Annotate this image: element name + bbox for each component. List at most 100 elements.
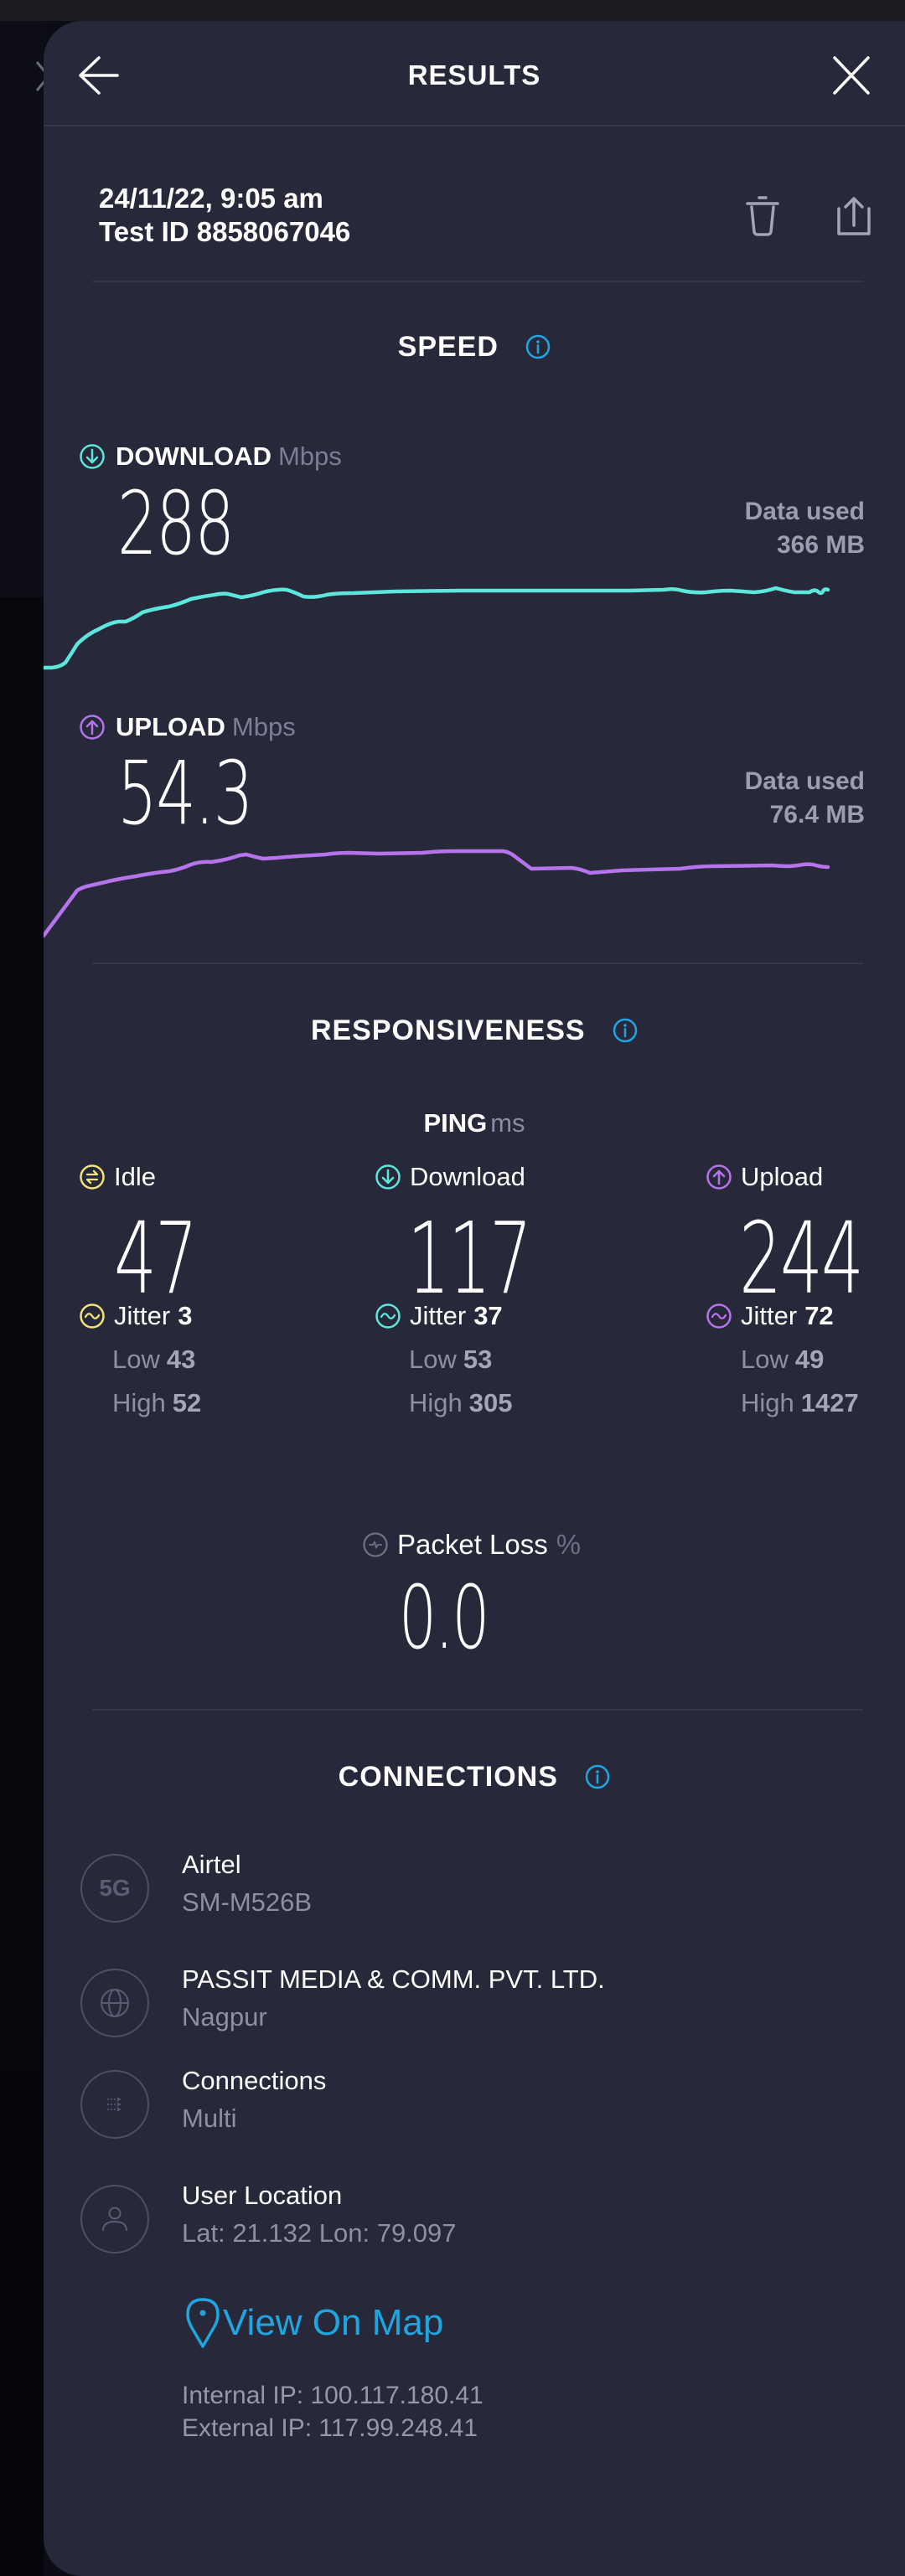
upload-high: High 1427 (741, 1388, 859, 1418)
upload-label-text: UPLOAD (116, 712, 225, 741)
idle-label: Idle (79, 1162, 156, 1192)
internal-ip: Internal IP: 100.117.180.41 (182, 2382, 484, 2409)
test-datetime: 24/11/22, 9:05 am (99, 183, 323, 214)
globe-icon (101, 1989, 129, 2017)
packet-loss-icon (363, 1532, 388, 1557)
ping-unit: ms (490, 1108, 525, 1138)
download-high: High 305 (409, 1388, 513, 1418)
high-label: High (112, 1388, 166, 1417)
download-speed-graph (44, 586, 830, 670)
connections-section-title: CONNECTIONS (44, 1759, 905, 1794)
idle-jitter-value: 3 (178, 1301, 193, 1330)
high-label: High (741, 1388, 794, 1417)
upload-data-used-label: Data used (744, 767, 865, 795)
view-on-map-link[interactable]: View On Map (186, 2296, 443, 2350)
multi-connection-icon-wrapper (80, 2070, 149, 2139)
idle-label-text: Idle (114, 1162, 156, 1191)
share-icon[interactable] (834, 194, 874, 237)
download-low-value: 53 (463, 1345, 493, 1374)
low-label: Low (409, 1345, 457, 1374)
packet-loss-label-text: Packet Loss (397, 1529, 548, 1560)
upload-speed-graph (44, 849, 830, 938)
download-unit: Mbps (277, 441, 342, 471)
isp-name: PASSIT MEDIA & COMM. PVT. LTD. (182, 1964, 605, 1994)
upload-label: UPLOAD Mbps (79, 712, 296, 742)
high-label: High (409, 1388, 463, 1417)
jitter-icon (375, 1303, 401, 1329)
info-icon[interactable] (613, 1018, 638, 1043)
ping-upload-label: Upload (706, 1162, 823, 1192)
multi-connection-icon (107, 2097, 122, 2112)
user-icon (102, 2207, 127, 2232)
map-pin-icon (186, 2298, 220, 2348)
user-coordinates: Lat: 21.132 Lon: 79.097 (182, 2218, 457, 2248)
ping-download-label: Download (375, 1162, 525, 1192)
low-label: Low (741, 1345, 789, 1374)
idle-low: Low 43 (112, 1345, 195, 1375)
jitter-label: Jitter (114, 1301, 171, 1330)
upload-high-value: 1427 (800, 1388, 859, 1417)
upload-arrow-icon (80, 715, 105, 740)
speed-section-title: SPEED (44, 329, 905, 364)
upload-jitter: Jitter 72 (706, 1301, 834, 1331)
packet-loss-value: 0.0 (399, 1567, 489, 1669)
info-icon[interactable] (585, 1764, 610, 1789)
download-data-used-label: Data used (744, 498, 865, 525)
download-arrow-icon (80, 444, 105, 469)
external-ip: External IP: 117.99.248.41 (182, 2414, 478, 2442)
download-arrow-icon (375, 1164, 401, 1190)
connections-title: CONNECTIONS (338, 1760, 558, 1793)
download-jitter-value: 37 (473, 1301, 503, 1330)
idle-low-value: 43 (166, 1345, 196, 1374)
test-id: Test ID 8858067046 (99, 216, 351, 247)
ping-download-label-text: Download (410, 1162, 525, 1191)
5g-icon: 5G (80, 1854, 149, 1923)
download-data-used: Data used 366 MB (745, 495, 865, 562)
connection-row-carrier: 5G Airtel SM-M526B (44, 1850, 905, 1929)
ping-upload-label-text: Upload (741, 1162, 824, 1191)
idle-icon (80, 1164, 105, 1190)
info-icon[interactable] (525, 334, 551, 359)
connection-row-mode: Connections Multi (44, 2066, 905, 2145)
jitter-label: Jitter (741, 1301, 798, 1330)
download-low: Low 53 (409, 1345, 492, 1375)
download-jitter: Jitter 37 (375, 1301, 503, 1331)
trash-icon[interactable] (742, 195, 783, 237)
jitter-label: Jitter (410, 1301, 467, 1330)
background-page (0, 21, 50, 2576)
section-divider (92, 281, 863, 282)
download-speed-value: 288 (117, 472, 235, 575)
results-sheet: RESULTS 24/11/22, 9:05 am Test ID 885806… (44, 21, 905, 2576)
jitter-icon (80, 1303, 105, 1329)
back-arrow-icon[interactable] (75, 53, 121, 98)
status-bar (0, 0, 905, 21)
view-on-map-label: View On Map (223, 2302, 444, 2343)
packet-loss-label: Packet Loss % (362, 1529, 581, 1561)
download-data-used-value: 366 MB (776, 531, 865, 559)
idle-high-value: 52 (172, 1388, 202, 1417)
connection-row-location: User Location Lat: 21.132 Lon: 79.097 (44, 2181, 905, 2260)
upload-speed-value: 54.3 (117, 742, 253, 844)
upload-unit: Mbps (231, 712, 296, 741)
header-divider (44, 125, 905, 126)
upload-jitter-value: 72 (804, 1301, 834, 1330)
packet-loss-unit: % (556, 1529, 582, 1560)
jitter-icon (706, 1303, 732, 1329)
responsiveness-title: RESPONSIVENESS (310, 1014, 586, 1046)
idle-ping-value: 47 (114, 1200, 198, 1316)
speed-title: SPEED (397, 330, 499, 363)
server-location: Nagpur (182, 2002, 267, 2031)
device-model: SM-M526B (182, 1887, 313, 1917)
close-icon[interactable] (831, 54, 871, 96)
section-divider (92, 963, 863, 964)
upload-arrow-icon (706, 1164, 732, 1190)
5g-icon-text: 5G (99, 1875, 131, 1901)
globe-icon-wrapper (80, 1969, 149, 2037)
responsiveness-section-title: RESPONSIVENESS (44, 1013, 905, 1047)
connections-label: Connections (182, 2066, 327, 2095)
user-location-label: User Location (182, 2181, 343, 2210)
upload-low-value: 49 (794, 1345, 825, 1374)
idle-jitter: Jitter 3 (79, 1301, 192, 1331)
section-divider (92, 1709, 863, 1711)
page-title: RESULTS (407, 59, 541, 90)
